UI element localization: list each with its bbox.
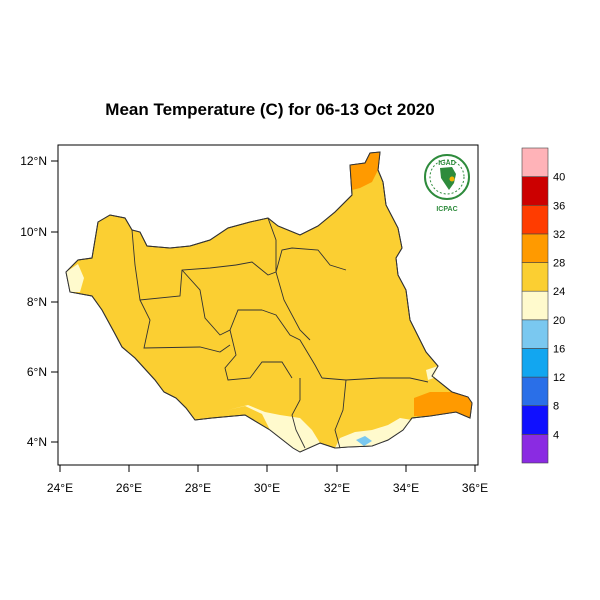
colorbar-swatch bbox=[521, 262, 549, 292]
y-tick-label: 6°N bbox=[27, 365, 47, 379]
zone-south-pale bbox=[228, 405, 320, 452]
y-axis bbox=[51, 160, 58, 443]
colorbar-label: 32 bbox=[553, 229, 565, 241]
colorbar-label: 12 bbox=[553, 372, 565, 384]
x-tick-label: 28°E bbox=[185, 481, 211, 495]
colorbar-swatch bbox=[521, 147, 549, 177]
x-axis bbox=[59, 465, 476, 472]
zone-southeast-pale bbox=[426, 366, 438, 380]
colorbar-label: 28 bbox=[553, 258, 565, 270]
logo-top-text: IGAD bbox=[438, 160, 456, 167]
colorbar-swatch bbox=[521, 405, 549, 435]
state-boundaries bbox=[131, 217, 429, 449]
colorbar-swatch bbox=[521, 204, 549, 235]
colorbar-label: 40 bbox=[553, 172, 565, 184]
zone-north-orange bbox=[350, 152, 380, 190]
y-tick-label: 4°N bbox=[27, 435, 47, 449]
colorbar-label: 8 bbox=[553, 401, 559, 413]
country-fill bbox=[65, 151, 473, 453]
x-tick-label: 36°E bbox=[462, 481, 488, 495]
colorbar-swatch bbox=[521, 348, 549, 378]
colorbar-label: 16 bbox=[553, 343, 565, 355]
y-tick-label: 12°N bbox=[20, 154, 47, 168]
y-tick-label: 10°N bbox=[20, 225, 47, 239]
x-tick-label: 30°E bbox=[254, 481, 280, 495]
country-outline bbox=[65, 151, 473, 453]
colorbar-label: 36 bbox=[553, 200, 565, 212]
x-tick-label: 24°E bbox=[47, 481, 73, 495]
colorbar-label: 24 bbox=[553, 286, 565, 298]
colorbar: 4 8 12 16 20 24 28 32 36 40 bbox=[521, 147, 565, 464]
logo-bottom-text: ICPAC bbox=[436, 206, 457, 213]
x-tick-label: 26°E bbox=[116, 481, 142, 495]
colorbar-label: 4 bbox=[553, 429, 559, 441]
y-tick-label: 8°N bbox=[27, 295, 47, 309]
colorbar-swatch bbox=[521, 434, 549, 464]
africa-icon bbox=[440, 167, 456, 190]
x-tick-label: 34°E bbox=[393, 481, 419, 495]
map-frame bbox=[57, 144, 479, 466]
map-title: Mean Temperature (C) for 06-13 Oct 2020 bbox=[105, 100, 435, 119]
colorbar-swatch bbox=[521, 290, 549, 321]
colorbar-swatch bbox=[521, 176, 549, 206]
colorbar-label: 20 bbox=[553, 315, 565, 327]
colorbar-swatch bbox=[521, 233, 549, 263]
colorbar-swatch bbox=[521, 376, 549, 407]
zone-southeast-orange bbox=[414, 392, 472, 418]
colorbar-swatch bbox=[521, 319, 549, 349]
zone-south-pale-2 bbox=[335, 418, 412, 448]
igad-icpac-logo: IGAD ICPAC bbox=[424, 154, 470, 213]
zone-blue-patch bbox=[356, 436, 372, 446]
zone-west-pale bbox=[66, 264, 84, 292]
x-tick-label: 32°E bbox=[324, 481, 350, 495]
